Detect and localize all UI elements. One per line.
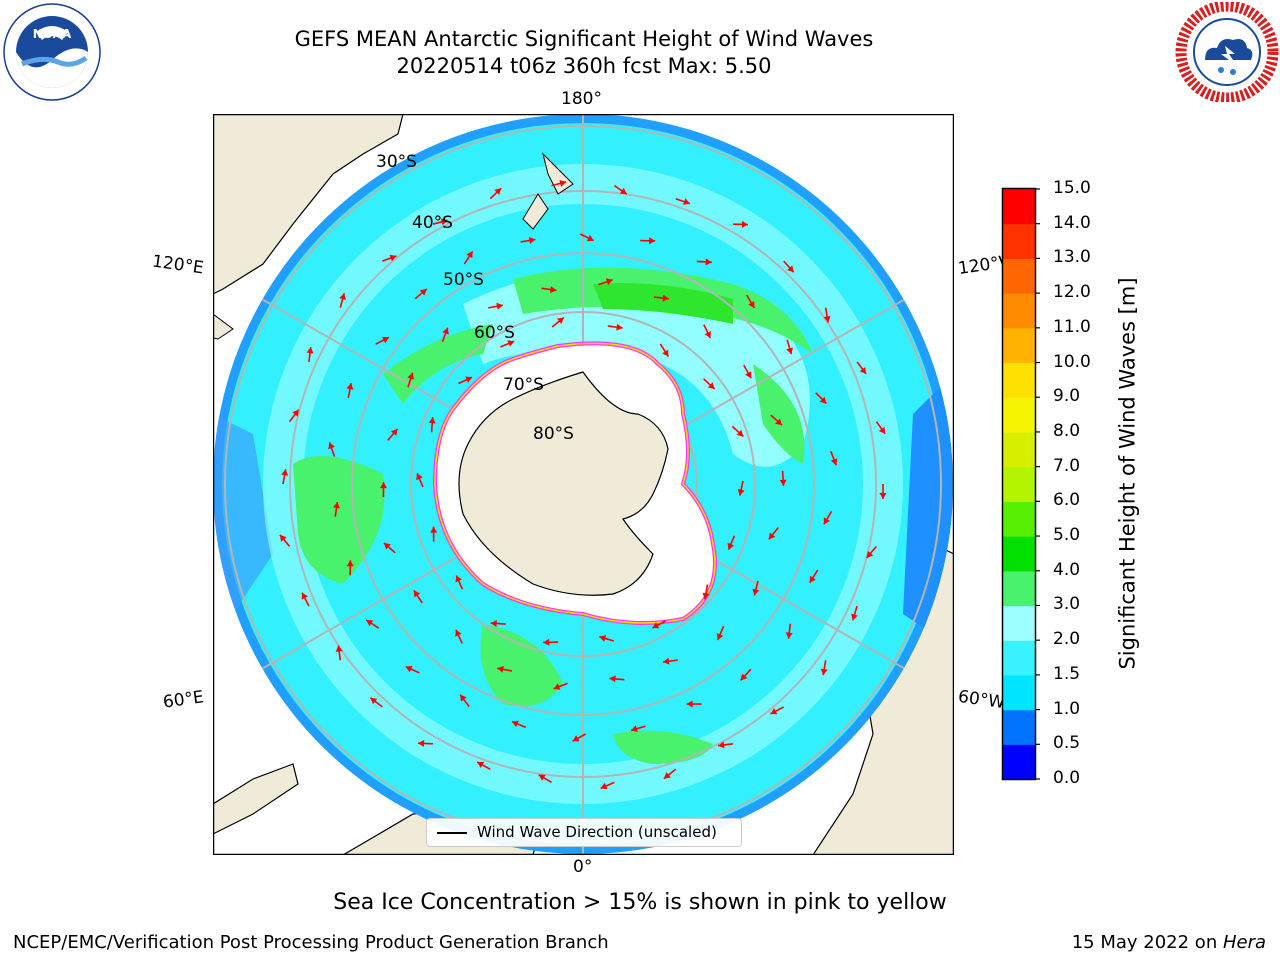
colorbar-tick-label: 7.0 xyxy=(1053,456,1080,476)
lon-label-180: 180° xyxy=(561,89,602,109)
colorbar-segment xyxy=(1003,675,1035,710)
footer-machine: Hera xyxy=(1223,932,1266,953)
colorbar-tick-label: 1.5 xyxy=(1053,664,1080,684)
colorbar-tick-label: 10.0 xyxy=(1053,352,1091,372)
colorbar-tick-label: 4.0 xyxy=(1053,560,1080,580)
colorbar-tick-label: 5.0 xyxy=(1053,525,1080,545)
colorbar-tick-label: 15.0 xyxy=(1053,178,1091,198)
colorbar-segment xyxy=(1003,258,1035,293)
colorbar-tick-label: 12.0 xyxy=(1053,282,1091,302)
sea-ice-note: Sea Ice Concentration > 15% is shown in … xyxy=(0,890,1280,915)
lon-label-0: 0° xyxy=(573,857,592,877)
nws-logo-icon xyxy=(1175,2,1279,102)
lon-label-60e: 60°E xyxy=(162,687,205,712)
colorbar-segment xyxy=(1003,224,1035,259)
lon-label-60w: 60°W xyxy=(957,687,1006,713)
chart-subtitle: 20220514 t06z 360h fcst Max: 5.50 xyxy=(200,54,968,78)
lat-label-40s: 40°S xyxy=(412,213,453,233)
colorbar-tick-label: 3.0 xyxy=(1053,594,1080,614)
legend-line-swatch xyxy=(437,832,467,834)
colorbar-segment xyxy=(1003,536,1035,571)
colorbar-tick-label: 0.0 xyxy=(1053,768,1080,788)
footer-date: 15 May 2022 on Hera xyxy=(1072,932,1266,953)
colorbar-tick-label: 8.0 xyxy=(1053,421,1080,441)
polar-map xyxy=(213,114,954,855)
colorbar-tick-label: 11.0 xyxy=(1053,317,1091,337)
lat-label-70s: 70°S xyxy=(503,375,544,395)
colorbar-segment xyxy=(1003,501,1035,536)
colorbar-segment xyxy=(1003,467,1035,502)
colorbar-tick-label: 1.0 xyxy=(1053,699,1080,719)
colorbar-segment xyxy=(1003,328,1035,363)
noaa-logo-icon: NOAA xyxy=(2,2,102,102)
lon-label-120e: 120°E xyxy=(151,251,205,278)
colorbar-tick-label: 14.0 xyxy=(1053,213,1091,233)
colorbar-segment xyxy=(1003,189,1035,224)
noaa-logo-text: NOAA xyxy=(33,27,72,41)
lat-label-30s: 30°S xyxy=(376,152,417,172)
colorbar-segment xyxy=(1003,432,1035,467)
footer-branch: NCEP/EMC/Verification Post Processing Pr… xyxy=(13,932,609,953)
lat-label-60s: 60°S xyxy=(474,323,515,343)
lat-label-50s: 50°S xyxy=(443,270,484,290)
colorbar-tick-label: 13.0 xyxy=(1053,247,1091,267)
colorbar-segment xyxy=(1003,293,1035,328)
colorbar-segment xyxy=(1003,710,1035,745)
colorbar-tick-label: 9.0 xyxy=(1053,386,1080,406)
colorbar xyxy=(1000,186,1040,782)
legend-label: Wind Wave Direction (unscaled) xyxy=(477,819,717,846)
colorbar-tick-label: 6.0 xyxy=(1053,490,1080,510)
footer-date-text: 15 May 2022 on xyxy=(1072,932,1223,953)
colorbar-segment xyxy=(1003,397,1035,432)
lat-label-80s: 80°S xyxy=(533,424,574,444)
colorbar-segment xyxy=(1003,363,1035,398)
colorbar-segment xyxy=(1003,640,1035,675)
colorbar-segment xyxy=(1003,571,1035,606)
colorbar-label: Significant Height of Wind Waves [m] xyxy=(1116,264,1141,684)
chart-title: GEFS MEAN Antarctic Significant Height o… xyxy=(200,27,968,51)
colorbar-segment xyxy=(1003,606,1035,641)
map-legend: Wind Wave Direction (unscaled) xyxy=(426,818,742,847)
colorbar-tick-label: 0.5 xyxy=(1053,733,1080,753)
colorbar-tick-label: 2.0 xyxy=(1053,629,1080,649)
colorbar-segment xyxy=(1003,744,1035,779)
